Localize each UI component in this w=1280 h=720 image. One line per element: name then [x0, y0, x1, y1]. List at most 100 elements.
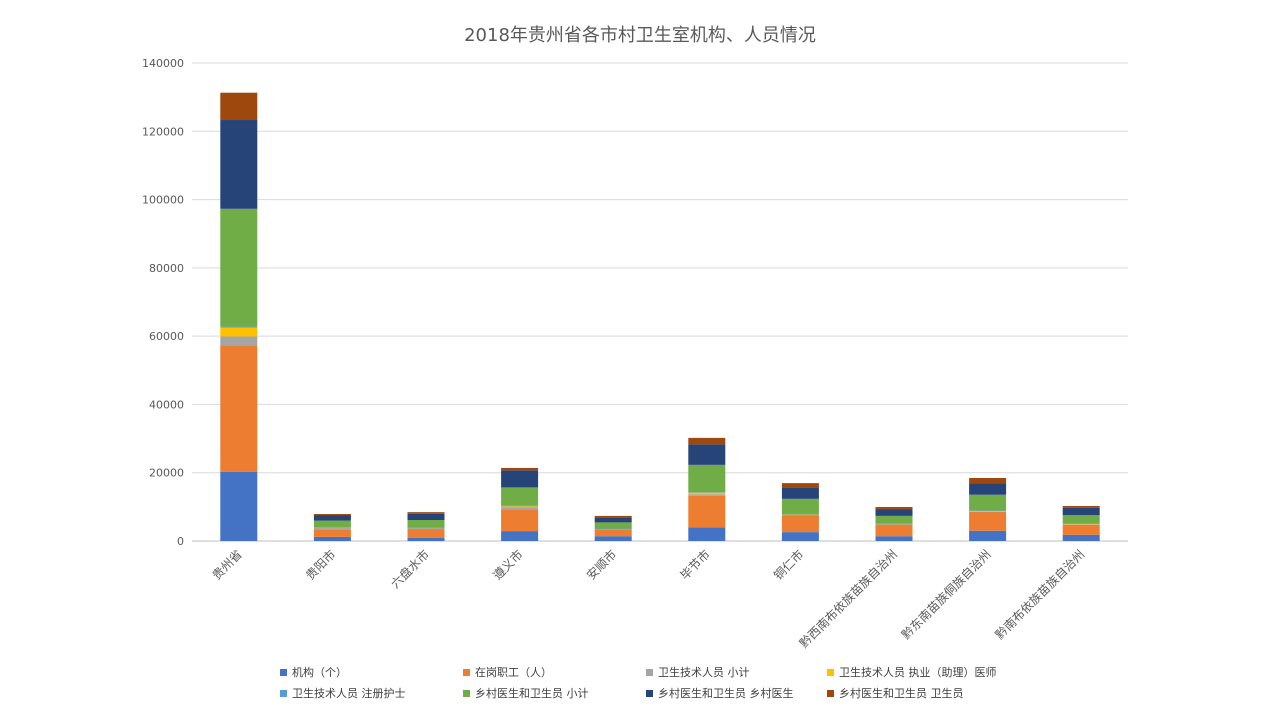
- bar-segment: [875, 524, 913, 525]
- bar-segment: [1062, 506, 1100, 508]
- bar-segment: [501, 509, 539, 532]
- bar-segment: [501, 470, 539, 488]
- bar-segment: [407, 529, 445, 538]
- bar-segment: [313, 529, 351, 537]
- bar-segment: [781, 514, 819, 515]
- bar-segment: [313, 528, 351, 530]
- bar-segment: [594, 529, 632, 530]
- bar-segment: [688, 444, 726, 465]
- x-category-label: 六盘水市: [388, 547, 433, 592]
- y-axis-tick-labels: 0 20000 40000 60000 80000 100000 120000 140000: [142, 57, 184, 548]
- bar-segment: [781, 514, 819, 516]
- bar-segment: [875, 524, 913, 537]
- bar-segment: [781, 483, 819, 488]
- x-axis-category-labels: 贵州省 贵阳市 六盘水市 遵义市 安顺市 毕节市 铜仁市黔西南布依族苗族自治州黔东南苗族侗族…: [210, 547, 1088, 651]
- bar-segment: [501, 487, 539, 506]
- bar-segment: [313, 527, 351, 529]
- y-tick-label: 120000: [142, 125, 184, 138]
- bar-segment: [594, 528, 632, 530]
- y-tick-label: 100000: [142, 194, 184, 207]
- bar-segment: [407, 537, 445, 541]
- bar-segment: [501, 507, 539, 510]
- x-category-label: 贵阳市: [302, 547, 338, 583]
- bar-segment: [501, 531, 539, 541]
- bar-segment: [220, 120, 258, 209]
- bar-segment: [1062, 523, 1100, 525]
- bar-segment: [688, 492, 726, 495]
- bar-segment: [781, 515, 819, 516]
- y-tick-label: 20000: [149, 467, 184, 480]
- x-category-label: 黔东南苗族侗族自治州: [898, 547, 993, 642]
- bar-segment: [781, 515, 819, 533]
- bar-segment: [969, 478, 1007, 484]
- bar-segment: [501, 506, 539, 508]
- bar-segment: [407, 512, 445, 514]
- bar-segment: [220, 345, 258, 472]
- bar-segment: [688, 464, 726, 493]
- bar-segment: [407, 513, 445, 521]
- bar-segment: [781, 487, 819, 499]
- x-category-label: 黔西南布依族苗族自治州: [796, 547, 900, 651]
- x-category-label: 遵义市: [490, 547, 526, 583]
- bar-segment: [1062, 507, 1100, 516]
- bar-segment: [313, 514, 351, 516]
- y-tick-label: 40000: [149, 398, 184, 411]
- bar-segment: [220, 326, 258, 328]
- x-category-label: 铜仁市: [770, 547, 806, 583]
- bar-segment: [969, 483, 1007, 495]
- bar-segment: [501, 467, 539, 471]
- bar-segment: [594, 517, 632, 523]
- bar-segment: [313, 520, 351, 528]
- bar-segment: [969, 494, 1007, 511]
- bar-segment: [407, 520, 445, 528]
- bar-segment: [1062, 534, 1100, 541]
- bar-segment: [313, 536, 351, 541]
- bar-segment: [1062, 524, 1100, 525]
- bar-segment: [875, 536, 913, 541]
- bar-segment: [594, 529, 632, 537]
- bar-segment: [969, 510, 1007, 512]
- bar-segment: [313, 515, 351, 521]
- bar-segment: [781, 498, 819, 515]
- gridlines: [192, 62, 1128, 542]
- y-tick-label: 0: [177, 535, 184, 548]
- chart-title: 2018年贵州省各市村卫生室机构、人员情况: [464, 25, 816, 46]
- bar-segment: [501, 505, 539, 507]
- bar-segment: [688, 437, 726, 445]
- bar-segment: [1062, 524, 1100, 535]
- bar-segment: [220, 208, 258, 327]
- bar-segment: [594, 522, 632, 529]
- bar-segment: [688, 494, 726, 496]
- y-tick-label: 80000: [149, 262, 184, 275]
- x-category-label: 安顺市: [583, 547, 619, 583]
- bar-segment: [969, 510, 1007, 511]
- bar-segment: [594, 536, 632, 541]
- bar-segment: [875, 515, 913, 524]
- bar-segment: [688, 492, 726, 493]
- bar-segment: [688, 495, 726, 528]
- bar-segment: [688, 527, 726, 541]
- bar-segment: [313, 527, 351, 528]
- y-tick-label: 60000: [149, 330, 184, 343]
- bar-segment: [220, 471, 258, 541]
- bar-segment: [875, 507, 913, 510]
- bar-segment: [781, 532, 819, 541]
- bar-segment: [220, 336, 258, 346]
- bar-segment: [969, 511, 1007, 531]
- bar-segment: [407, 527, 445, 529]
- bar-segment: [1062, 515, 1100, 524]
- bar-segment: [220, 92, 258, 121]
- x-category-label: 毕节市: [677, 547, 713, 583]
- bar-segment: [220, 327, 258, 337]
- x-category-label: 贵州省: [210, 547, 245, 582]
- y-tick-label: 140000: [142, 57, 184, 70]
- x-category-label: 黔南布依族苗族自治州: [992, 547, 1087, 642]
- bar-segment: [875, 509, 913, 516]
- bar-segment: [407, 528, 445, 530]
- bar-segment: [875, 523, 913, 525]
- bar-segment: [1062, 523, 1100, 524]
- bar-segments: [220, 92, 1100, 541]
- bar-segment: [594, 515, 632, 518]
- bar-segment: [969, 530, 1007, 541]
